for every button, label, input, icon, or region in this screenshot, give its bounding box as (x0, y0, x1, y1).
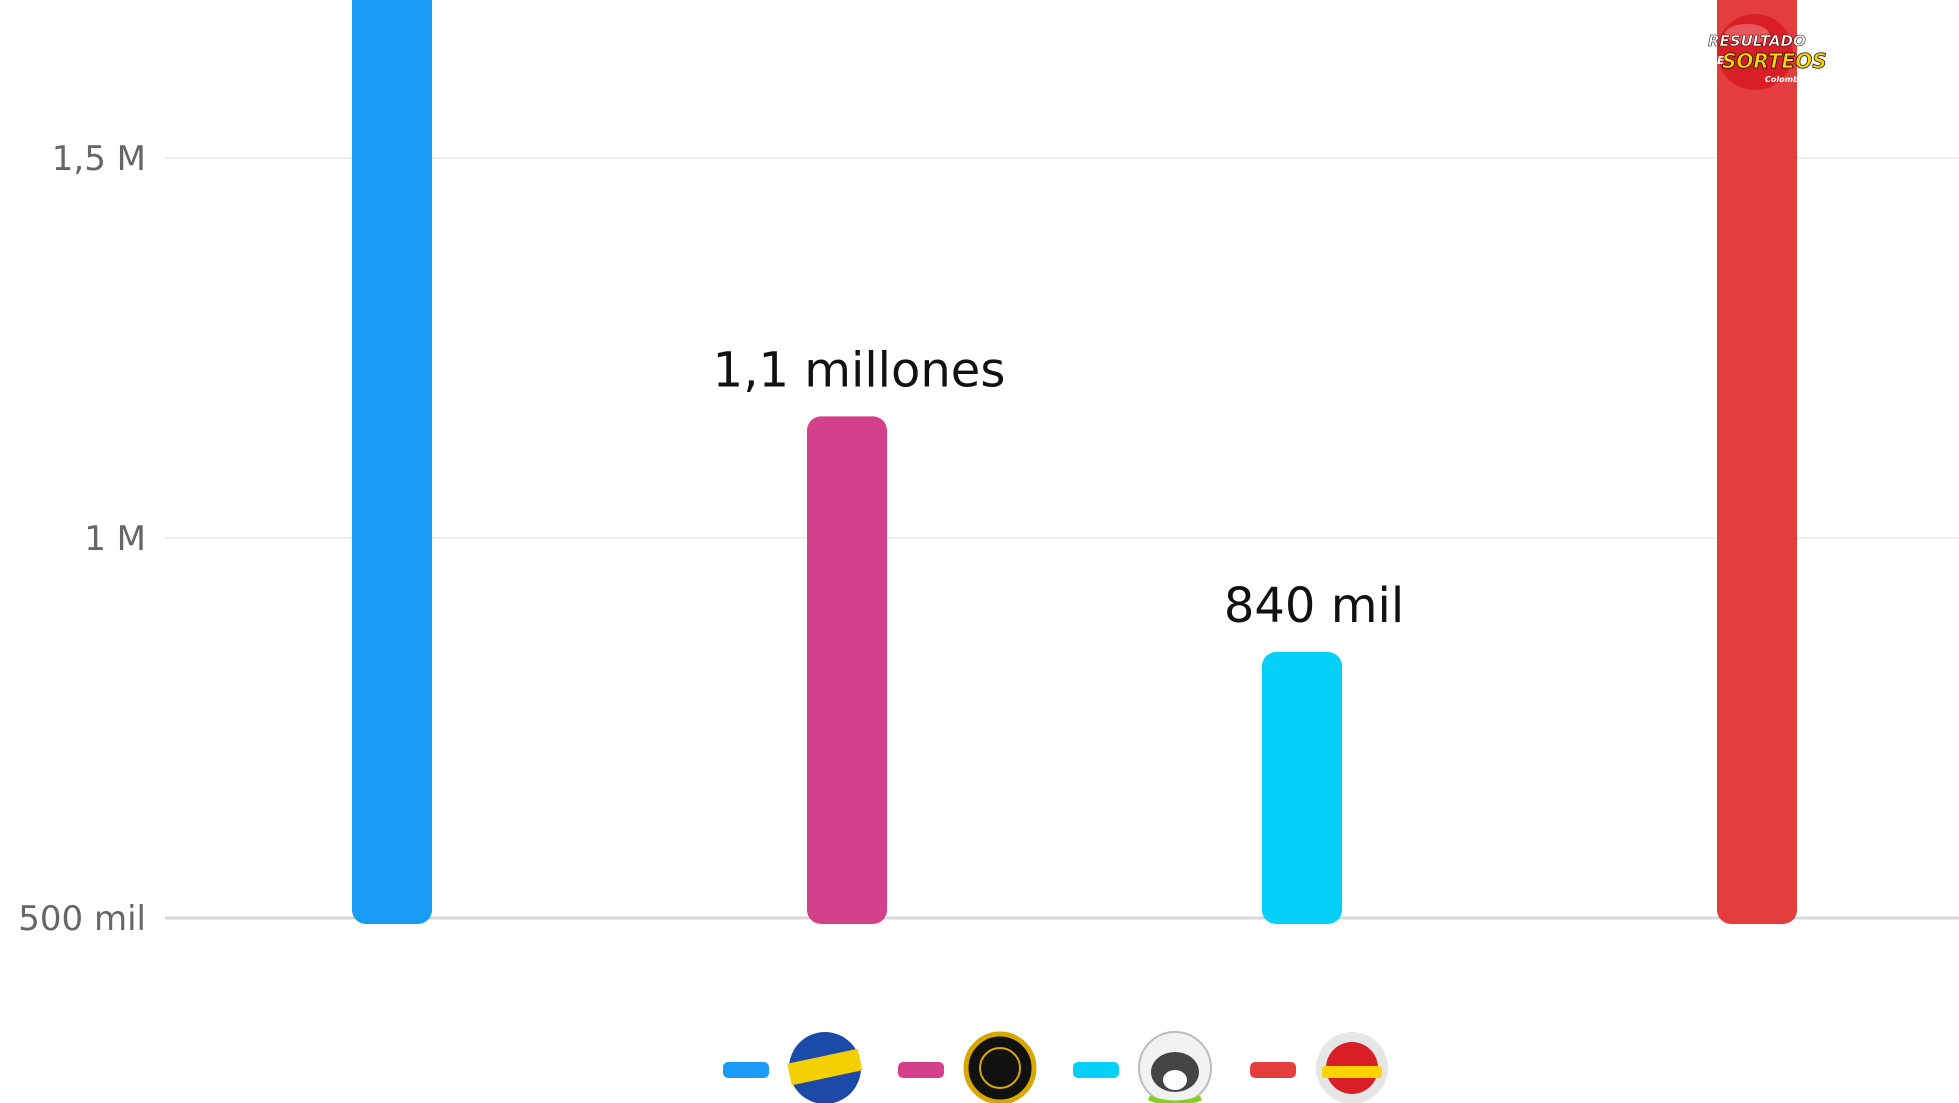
legend-item (723, 1032, 863, 1103)
legend-item (898, 1031, 1037, 1103)
y-tick-label: 500 mil (18, 899, 146, 939)
legend-swatch (723, 1062, 769, 1078)
brand-logo: RESULTADO DE SORTEOS Colombia (1708, 14, 1827, 90)
legend (723, 1031, 1388, 1103)
bars (352, 0, 1797, 924)
brand-logo-highlight (1725, 24, 1769, 44)
bar (807, 416, 887, 924)
y-tick-label: 1,5 M (52, 139, 146, 179)
grid-lines (165, 157, 1959, 920)
bar (1717, 0, 1797, 924)
bar (352, 0, 432, 924)
bar (1262, 652, 1342, 924)
resultados-de-loterias-logo-icon (787, 1032, 863, 1103)
y-tick-label: 1 M (84, 519, 146, 559)
legend-item (1250, 1032, 1388, 1103)
legend-swatch (1250, 1062, 1296, 1078)
data-label: 1,1 millones (713, 342, 1006, 398)
brand-logo-line2: DE (1708, 54, 1725, 67)
gold-seal-logo-icon (963, 1031, 1037, 1103)
brand-logo-line1: RESULTADO (1708, 32, 1806, 50)
brand-logo-line3: SORTEOS (1722, 49, 1827, 73)
legend-swatch (898, 1062, 944, 1078)
cat-logo-icon (1138, 1031, 1212, 1103)
legend-swatch (1073, 1062, 1119, 1078)
data-label: 840 mil (1224, 578, 1404, 634)
resultado-de-sorteos-logo-icon (1316, 1032, 1388, 1103)
legend-item (1073, 1031, 1212, 1103)
brand-logo-line4: Colombia (1765, 75, 1807, 84)
